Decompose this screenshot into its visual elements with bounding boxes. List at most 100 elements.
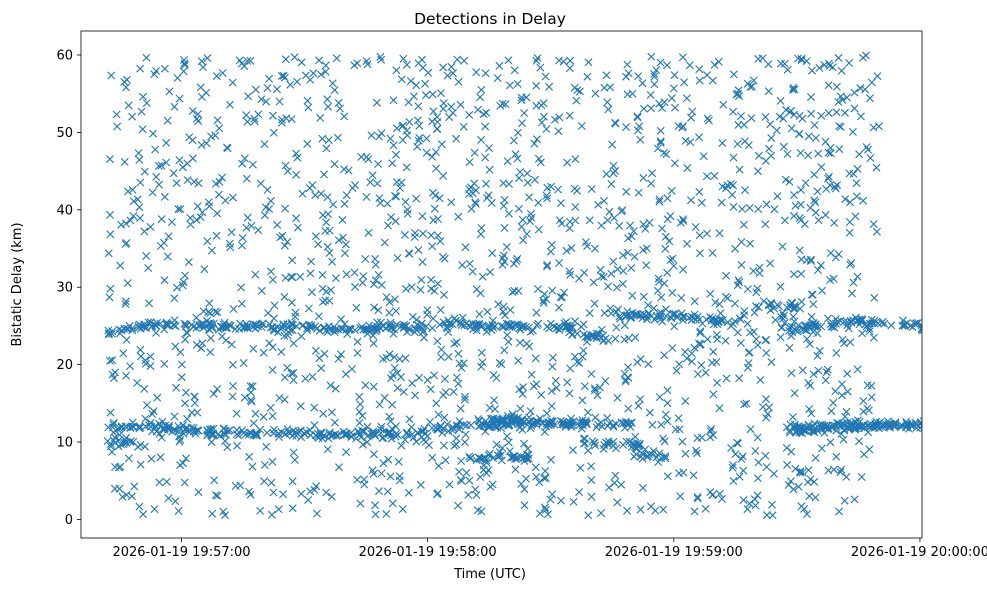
data-point [679,215,687,224]
data-point [665,237,674,246]
data-point [323,445,332,454]
data-point [415,133,424,142]
data-point [641,224,650,233]
data-point [483,194,491,202]
data-point [566,364,575,373]
data-point [636,395,645,404]
data-point [315,56,323,65]
data-point [243,213,252,222]
data-point [134,149,143,158]
data-point [689,471,698,480]
data-point [242,174,251,183]
data-point [394,457,403,466]
data-point [491,322,500,331]
data-point [247,221,256,230]
data-point [180,59,189,68]
data-point [433,215,442,223]
data-point [448,423,457,432]
data-point [289,448,298,457]
data-point [146,418,155,427]
data-point [277,347,286,356]
data-point [206,348,215,357]
data-point [151,145,160,154]
data-point [592,423,601,432]
data-point [402,163,411,172]
data-point [211,491,220,500]
data-point [322,218,331,227]
data-point [231,482,240,490]
data-point [551,376,560,385]
data-point [603,413,612,422]
data-point [485,422,494,431]
data-point [514,204,523,213]
data-point [287,318,296,327]
data-point [842,472,851,481]
data-point [329,200,338,209]
data-point [213,308,222,317]
data-point [587,185,596,193]
data-point [443,420,452,429]
data-point [273,220,282,229]
data-point [129,212,138,220]
data-point [663,268,672,277]
data-point [787,369,796,378]
data-point [617,418,626,427]
data-point [358,278,367,287]
data-point [696,327,705,336]
data-point [663,472,672,481]
data-point [856,317,865,326]
data-point [324,102,333,111]
data-point [709,347,718,356]
data-point [357,322,366,331]
data-point [321,67,330,76]
data-point [656,308,665,317]
data-point [155,180,163,189]
data-point [457,363,466,372]
data-point [865,445,874,454]
data-point [472,186,481,195]
data-point [215,124,224,133]
data-point [358,440,367,449]
data-point [225,239,234,248]
data-point [104,326,113,335]
data-point [429,314,438,323]
data-point [583,242,592,251]
data-point [761,336,770,345]
data-point [321,296,330,305]
data-point [697,361,706,370]
data-point [206,334,215,343]
data-point [246,382,255,391]
data-point [317,189,326,198]
data-point [513,320,522,329]
data-point [616,314,624,323]
data-point [445,320,454,329]
data-point [460,392,469,401]
data-point [721,336,730,345]
data-point [428,90,437,99]
data-point [160,276,169,285]
data-point [604,282,612,291]
data-point [465,158,474,167]
data-point [821,137,830,146]
data-point [135,502,144,511]
data-point [667,186,676,195]
data-point [251,270,260,279]
data-point [803,335,811,343]
scatter-series [103,51,922,520]
data-point [355,418,364,427]
data-point [754,205,763,213]
data-point [376,428,385,437]
data-point [843,387,852,396]
data-point [638,483,647,492]
data-point [671,103,679,112]
data-point [804,466,813,475]
data-point [638,79,647,88]
data-point [408,312,417,321]
data-point [548,490,557,499]
data-point [267,267,275,276]
data-point [636,135,645,144]
data-point [736,339,745,347]
data-point [126,423,135,432]
data-point [115,484,124,493]
data-point [477,85,486,94]
